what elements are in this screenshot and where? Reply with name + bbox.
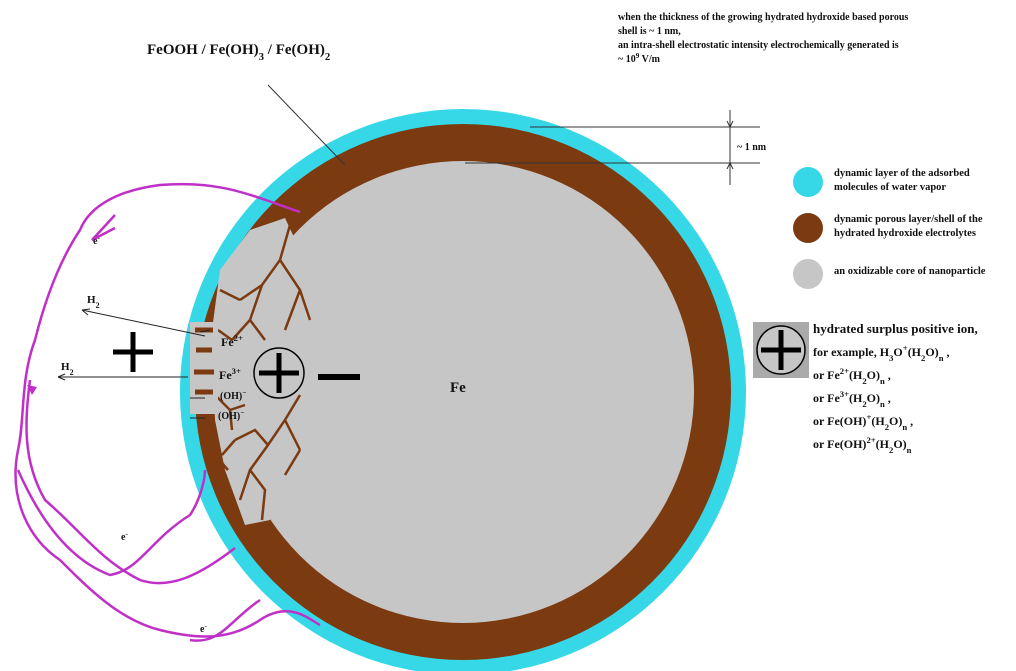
text-part: (OH) xyxy=(220,391,242,402)
ion-example: or Fe3+(H2O)n , xyxy=(813,389,891,409)
electron-label: e- xyxy=(200,622,207,635)
subscript: n xyxy=(907,445,912,455)
text-part: O) xyxy=(867,391,880,405)
ion-example: or Fe2+(H2O)n , xyxy=(813,366,891,386)
text-part: (H xyxy=(849,368,863,382)
diagram: ~ 1 nm Fe hydrated surplus positive ion,… xyxy=(0,0,1016,671)
text-part: O) xyxy=(893,437,906,451)
text-part: for example, H xyxy=(813,345,890,359)
text-part: (H xyxy=(871,414,885,428)
superscript: 3+ xyxy=(232,366,241,376)
text-part: O) xyxy=(867,368,880,382)
gas-label: H2 xyxy=(61,361,74,377)
text-part: Fe xyxy=(221,335,234,349)
text-part: O) xyxy=(925,345,938,359)
text-part: O xyxy=(893,345,902,359)
ion-example: or Fe(OH)2+(H2O)n xyxy=(813,435,912,455)
superscript: - xyxy=(204,622,207,630)
text-part: ~ 10 xyxy=(618,54,636,65)
text-part: FeOOH / Fe(OH) xyxy=(147,42,259,58)
text-part: V/m xyxy=(639,54,660,65)
legend-swatch xyxy=(793,213,823,243)
subscript: 2 xyxy=(70,368,74,377)
text-part: , xyxy=(907,414,913,428)
text-part: (OH) xyxy=(218,411,240,422)
legend-label: dynamic porous layer/shell of the xyxy=(834,214,983,225)
thickness-label: ~ 1 nm xyxy=(737,142,767,153)
legend-label: hydrated hydroxide electrolytes xyxy=(834,228,976,239)
superscript: 3+ xyxy=(840,389,849,399)
text-part: or Fe xyxy=(813,368,840,382)
text-part: / Fe(OH) xyxy=(264,42,325,58)
text-part: (H xyxy=(908,345,922,359)
subscript: 2 xyxy=(325,51,330,63)
superscript: 2+ xyxy=(840,366,849,376)
text-part: or Fe(OH) xyxy=(813,414,866,428)
note-line: when the thickness of the growing hydrat… xyxy=(618,12,908,23)
shell-formula: FeOOH / Fe(OH)3 / Fe(OH)2 xyxy=(147,42,330,63)
text-part: , xyxy=(943,345,949,359)
text-part: or Fe(OH) xyxy=(813,437,866,451)
ion-example: for example, H3O+(H2O)n , xyxy=(813,343,949,363)
legend-label: dynamic layer of the adsorbed xyxy=(834,168,970,179)
text-part: (H xyxy=(849,391,863,405)
core-label: Fe xyxy=(450,380,466,396)
ion-example: or Fe(OH)+(H2O)n , xyxy=(813,412,913,432)
note-line: an intra-shell electrostatic intensity e… xyxy=(618,40,899,51)
text-part: , xyxy=(885,391,891,405)
gas-label: H2 xyxy=(87,294,100,310)
note-line: ~ 109 V/m xyxy=(618,52,661,65)
ion-title: hydrated surplus positive ion, xyxy=(813,321,978,336)
text-part: (H xyxy=(876,437,890,451)
text-part: O) xyxy=(889,414,902,428)
legend-swatch xyxy=(793,167,823,197)
electron-label: e- xyxy=(93,234,100,247)
subscript: 2 xyxy=(96,301,100,310)
legend-label: an oxidizable core of nanoparticle xyxy=(834,266,986,277)
superscript: 2+ xyxy=(234,333,243,343)
note-line: shell is ~ 1 nm, xyxy=(618,26,681,37)
superscript: − xyxy=(240,409,244,417)
superscript: 2+ xyxy=(866,435,875,445)
electron-label: e- xyxy=(121,530,128,543)
text-part: or Fe xyxy=(813,391,840,405)
superscript: − xyxy=(242,389,246,397)
text-part: Fe xyxy=(219,368,232,382)
legend-label: molecules of water vapor xyxy=(834,182,946,193)
superscript: - xyxy=(125,530,128,538)
text-part: , xyxy=(885,368,891,382)
legend-swatch xyxy=(793,259,823,289)
